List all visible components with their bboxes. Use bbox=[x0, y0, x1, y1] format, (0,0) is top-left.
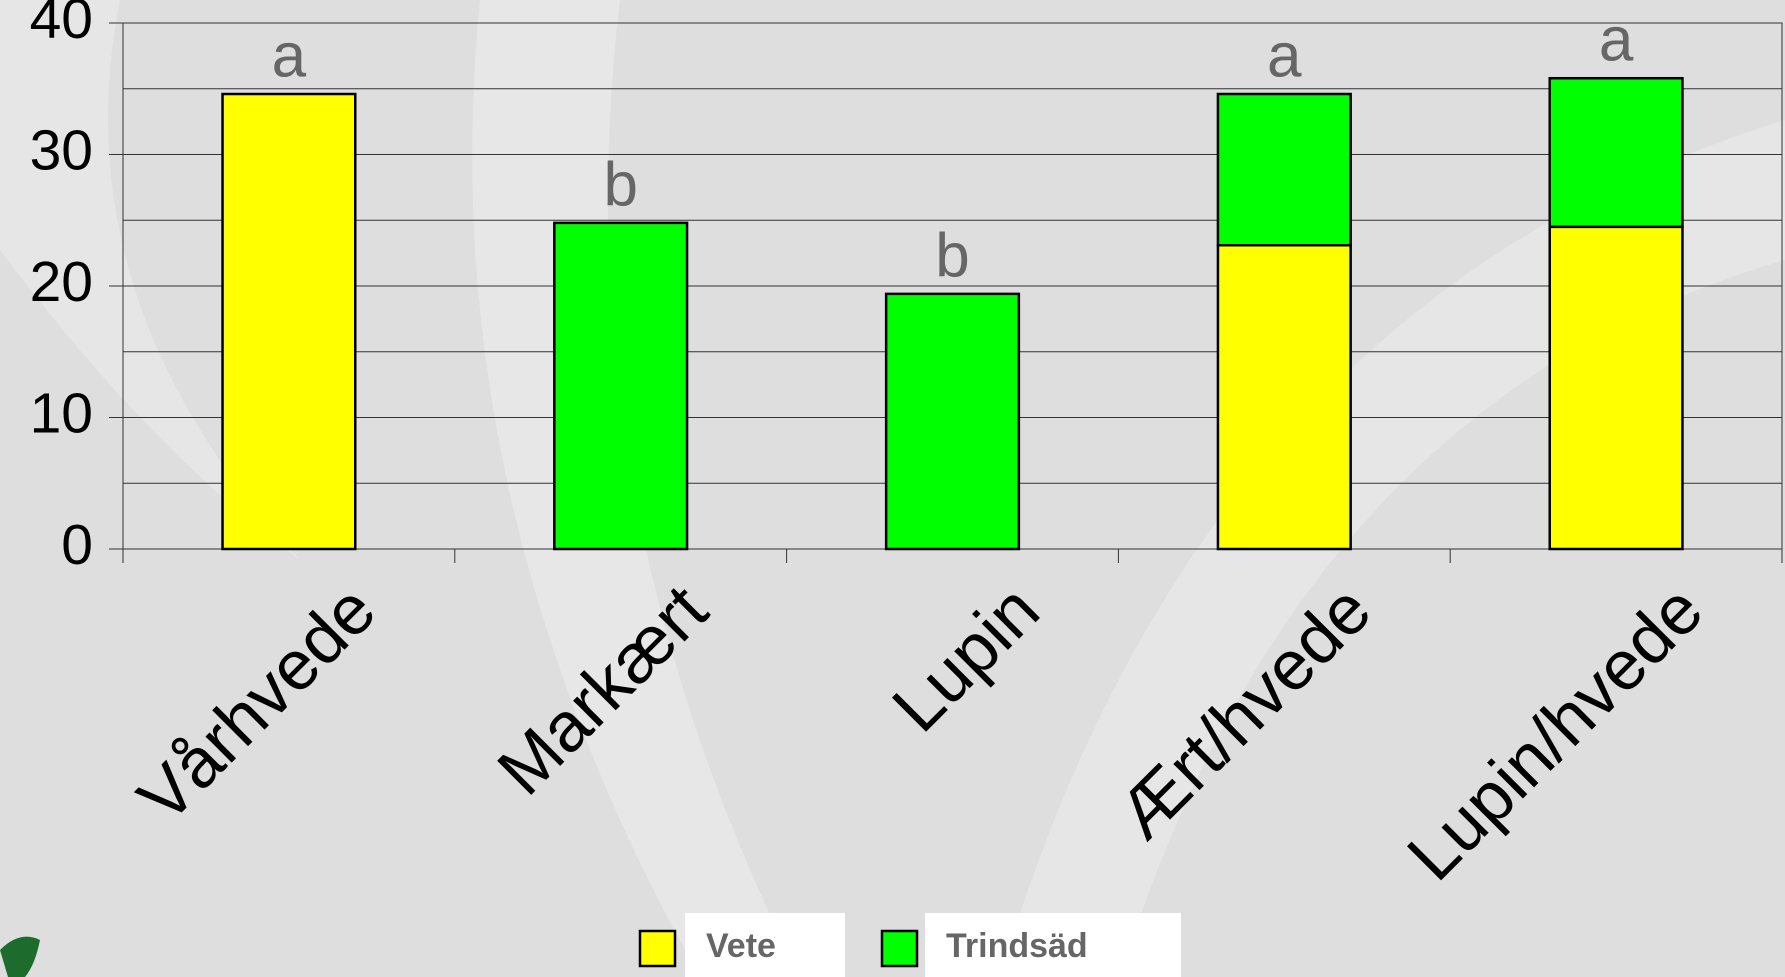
y-tick-label: 30 bbox=[30, 119, 93, 183]
y-tick-label: 40 bbox=[30, 0, 93, 51]
y-tick-label: 20 bbox=[30, 250, 93, 314]
bar-annotation: a bbox=[1599, 6, 1634, 75]
legend-background bbox=[925, 913, 1181, 977]
bar-segment bbox=[1548, 76, 1684, 229]
y-tick-label: 10 bbox=[30, 382, 93, 446]
bar-annotation: a bbox=[1267, 21, 1302, 90]
y-tick-label: 0 bbox=[61, 513, 93, 577]
bar-annotation: b bbox=[603, 150, 637, 219]
bar-segment bbox=[884, 292, 1021, 551]
bar-annotation: a bbox=[272, 21, 307, 90]
legend-label: Trindsäd bbox=[946, 927, 1088, 965]
bar-segment bbox=[1548, 225, 1684, 551]
bar-segment bbox=[1216, 243, 1352, 551]
decor bbox=[0, 0, 300, 560]
legend-label: Vete bbox=[706, 927, 776, 965]
bar-segment bbox=[553, 221, 689, 551]
bar-segment bbox=[221, 92, 357, 551]
bar-segment bbox=[1216, 92, 1352, 247]
legend-swatch bbox=[880, 929, 919, 968]
logo bbox=[0, 936, 40, 977]
legend-background bbox=[685, 913, 845, 977]
bar-annotation: b bbox=[935, 221, 969, 290]
legend-swatch bbox=[638, 929, 677, 968]
